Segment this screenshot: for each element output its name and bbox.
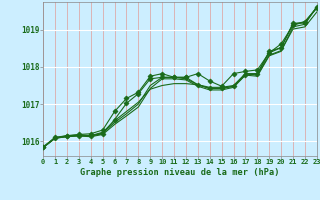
X-axis label: Graphe pression niveau de la mer (hPa): Graphe pression niveau de la mer (hPa) [80,168,280,177]
